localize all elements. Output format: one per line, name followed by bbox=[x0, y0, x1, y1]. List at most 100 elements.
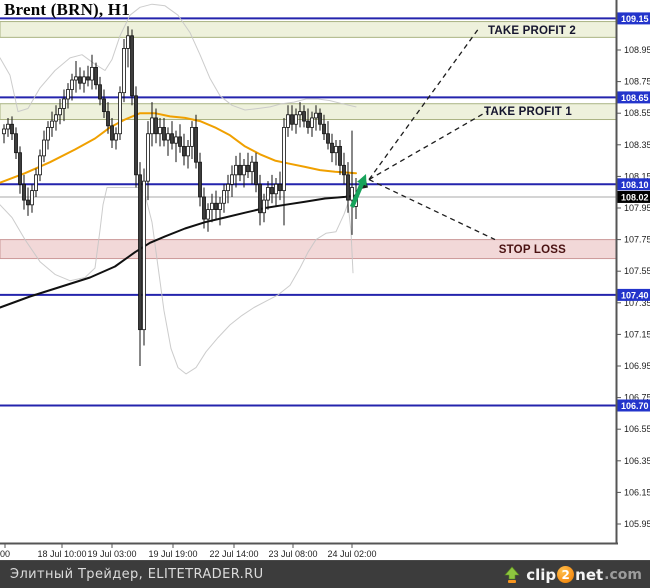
take-profit-2-label: TAKE PROFIT 2 bbox=[488, 25, 576, 37]
candlestick-series bbox=[2, 26, 358, 366]
candle-body bbox=[142, 180, 146, 331]
footer-bar: Элитный Трейдер, ELITETRADER.RU clip 2 n… bbox=[0, 560, 650, 588]
candle-body bbox=[130, 35, 134, 97]
level-price-badge-text: 106.70 bbox=[621, 401, 649, 411]
candle-body bbox=[302, 111, 306, 122]
candle-body bbox=[334, 145, 338, 154]
candle-body bbox=[206, 209, 210, 220]
candle-body bbox=[242, 164, 246, 176]
y-tick-label: 108.35 bbox=[624, 140, 650, 150]
candle-body bbox=[26, 199, 30, 206]
candle-body bbox=[190, 127, 194, 147]
candle-body bbox=[82, 76, 86, 84]
candle-body bbox=[150, 117, 154, 135]
candle-body bbox=[162, 127, 166, 141]
candle-body bbox=[234, 164, 238, 176]
buy-arrow-shaft bbox=[349, 178, 366, 208]
candle-body bbox=[98, 84, 102, 100]
candle-body bbox=[134, 95, 138, 176]
candle-body bbox=[218, 202, 222, 210]
candle-body bbox=[186, 145, 190, 157]
candle-body bbox=[86, 76, 90, 81]
candle-body bbox=[38, 155, 42, 176]
y-tick-label: 107.35 bbox=[624, 298, 650, 308]
candle-body bbox=[154, 117, 158, 135]
candle-body bbox=[274, 183, 278, 195]
y-tick-label: 107.55 bbox=[624, 266, 650, 276]
candle-body bbox=[238, 164, 242, 176]
candle-body bbox=[70, 79, 74, 90]
x-tick-label: 19 Jul 19:00 bbox=[148, 549, 197, 559]
projection-ray-2 bbox=[368, 111, 488, 181]
bollinger-lower-line bbox=[0, 187, 354, 375]
bollinger-upper-line bbox=[0, 3, 357, 113]
candle-body bbox=[2, 128, 6, 135]
candle-body bbox=[10, 123, 14, 135]
candle-body bbox=[318, 112, 322, 125]
candle-body bbox=[34, 174, 38, 192]
candle-body bbox=[118, 92, 122, 135]
candle-body bbox=[194, 127, 198, 163]
candle-body bbox=[262, 199, 266, 214]
candle-body bbox=[138, 174, 142, 331]
logo-net-text: net bbox=[575, 565, 604, 584]
x-tick-label: 00 bbox=[0, 549, 10, 559]
candle-body bbox=[18, 152, 22, 185]
candle-body bbox=[22, 183, 26, 201]
y-tick-label: 105.95 bbox=[624, 519, 650, 529]
candle-body bbox=[306, 120, 310, 128]
logo-dotcom-text: .com bbox=[604, 566, 642, 583]
y-tick-label: 107.15 bbox=[624, 329, 650, 339]
clip2net-logo[interactable]: clip 2 net .com bbox=[503, 566, 642, 584]
upload-arrow-icon bbox=[504, 566, 520, 583]
candle-body bbox=[146, 133, 150, 182]
candle-body bbox=[322, 123, 326, 135]
candle-body bbox=[114, 133, 118, 141]
candle-body bbox=[14, 133, 18, 154]
level-price-badge bbox=[617, 399, 650, 412]
candle-body bbox=[202, 196, 206, 220]
level-price-badge bbox=[617, 288, 650, 301]
candle-body bbox=[106, 111, 110, 127]
y-tick-label: 108.15 bbox=[624, 171, 650, 181]
candle-body bbox=[350, 187, 354, 201]
candle-body bbox=[214, 202, 218, 210]
candle-body bbox=[46, 127, 50, 141]
candle-body bbox=[158, 127, 162, 135]
candle-body bbox=[266, 187, 270, 201]
level-price-badge-text: 109.15 bbox=[621, 14, 649, 24]
take-profit-1-label: TAKE PROFIT 1 bbox=[484, 106, 572, 118]
y-tick-label: 107.95 bbox=[624, 203, 650, 213]
x-tick-label: 23 Jul 08:00 bbox=[268, 549, 317, 559]
current-price-badge bbox=[617, 190, 650, 203]
projection-ray-3 bbox=[368, 178, 496, 241]
candle-body bbox=[30, 190, 34, 206]
y-tick-label: 106.15 bbox=[624, 487, 650, 497]
candle-body bbox=[110, 125, 114, 141]
level-price-badge bbox=[617, 12, 650, 25]
x-tick-label: 18 Jul 10:00 bbox=[37, 549, 86, 559]
candle-body bbox=[170, 133, 174, 144]
candle-body bbox=[210, 202, 214, 210]
candle-body bbox=[50, 120, 54, 128]
candle-body bbox=[230, 174, 234, 185]
candle-body bbox=[74, 76, 78, 81]
candle-body bbox=[94, 66, 98, 86]
candle-body bbox=[166, 133, 170, 141]
candle-body bbox=[282, 127, 286, 192]
x-tick-label: 19 Jul 03:00 bbox=[87, 549, 136, 559]
logo-clip-text: clip bbox=[526, 565, 557, 584]
buy-arrow-head bbox=[357, 174, 367, 186]
ma-black-line bbox=[0, 194, 358, 309]
y-tick-label: 106.75 bbox=[624, 393, 650, 403]
candle-body bbox=[54, 114, 58, 122]
candle-body bbox=[226, 183, 230, 192]
candle-body bbox=[182, 145, 186, 157]
stop-loss-label: STOP LOSS bbox=[499, 244, 566, 256]
candle-body bbox=[246, 164, 250, 173]
x-tick-label: 24 Jul 02:00 bbox=[327, 549, 376, 559]
y-tick-label: 107.75 bbox=[624, 235, 650, 245]
x-tick-label: 22 Jul 14:00 bbox=[209, 549, 258, 559]
candle-body bbox=[326, 133, 330, 144]
